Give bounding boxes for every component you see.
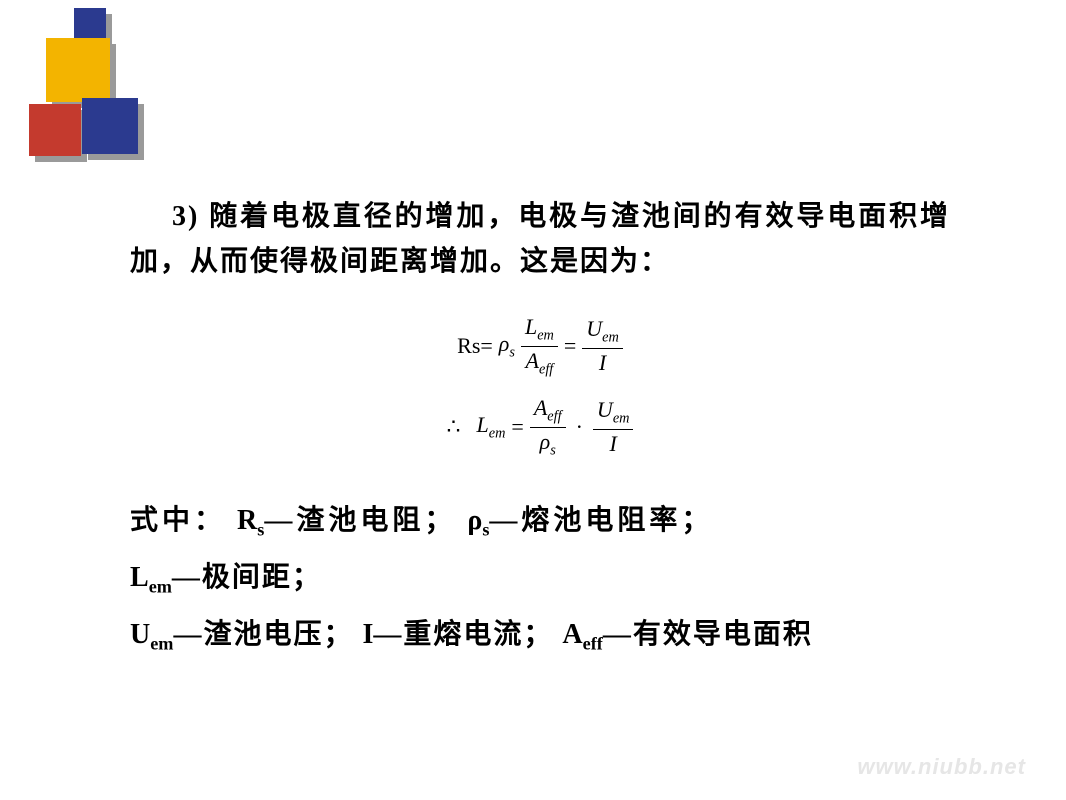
- def-line-1: 式中： Rs—渣池电阻； ρs—熔池电阻率；: [130, 499, 950, 544]
- eq2-lhs: Lem: [477, 412, 506, 442]
- watermark: www.niubb.net: [857, 754, 1026, 780]
- formulas-block: Rs= ρs Lem Aeff = Uem I ∴ Lem: [130, 315, 950, 459]
- eq2-dot: ·: [572, 414, 587, 440]
- eq1-rho: ρs: [499, 331, 515, 361]
- deco-square: [74, 8, 106, 40]
- sym-Aeff: Aeff: [562, 619, 602, 650]
- eq2-frac1: Aeff ρs: [530, 396, 566, 459]
- eq1-frac2: Uem I: [582, 317, 623, 375]
- slide-content: 3) 随着电极直径的增加，电极与渣池间的有效导电面积增加，从而使得极间距离增加。…: [130, 195, 950, 669]
- deco-square: [46, 38, 110, 102]
- intro-paragraph: 3) 随着电极直径的增加，电极与渣池间的有效导电面积增加，从而使得极间距离增加。…: [130, 195, 950, 285]
- deco-square: [82, 98, 138, 154]
- eq1-lhs: Rs=: [457, 333, 493, 359]
- eq1-frac1: Lem Aeff: [521, 315, 558, 378]
- sym-Rs: Rs: [237, 505, 264, 536]
- def-line-3: Uem—渣池电压； I—重熔电流； Aeff—有效导电面积: [130, 613, 950, 658]
- eq1-equals: =: [564, 333, 576, 359]
- sym-Uem: Uem: [130, 619, 173, 650]
- eq2-equals: =: [511, 414, 523, 440]
- sym-rho: ρs: [467, 505, 489, 536]
- corner-decoration: [0, 0, 180, 170]
- therefore-symbol: ∴: [447, 414, 471, 440]
- definitions-block: 式中： Rs—渣池电阻； ρs—熔池电阻率； Lem—极间距； Uem—渣池电压…: [130, 499, 950, 657]
- equation-2: ∴ Lem = Aeff ρs · Uem I: [130, 396, 950, 459]
- sym-I: I: [362, 619, 373, 650]
- deco-square: [29, 104, 81, 156]
- equation-1: Rs= ρs Lem Aeff = Uem I: [130, 315, 950, 378]
- sym-Lem: Lem: [130, 562, 172, 593]
- def-line-2: Lem—极间距；: [130, 556, 950, 601]
- eq2-frac2: Uem I: [593, 398, 634, 456]
